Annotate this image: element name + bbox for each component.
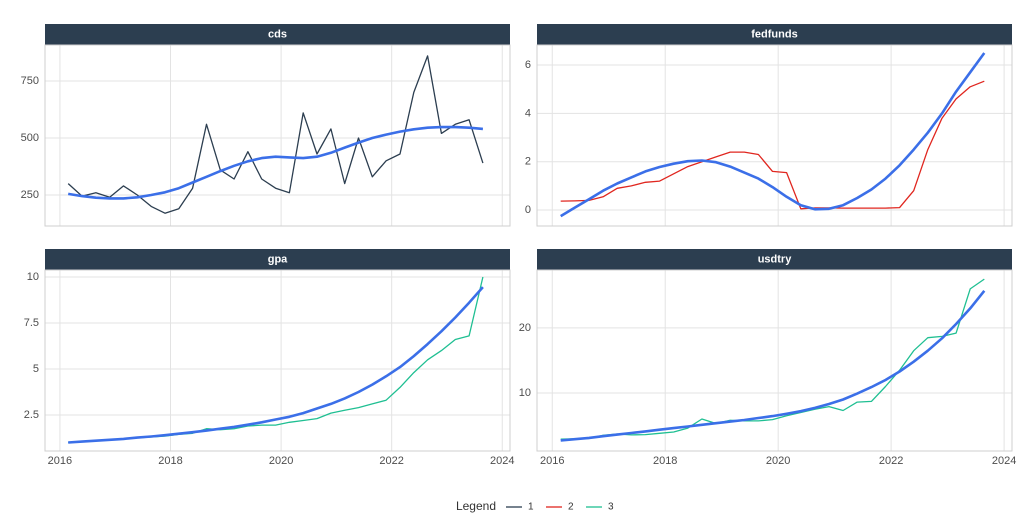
x-tick-label: 2018 (653, 455, 677, 467)
smooth-line (68, 286, 484, 444)
strip-title: gpa (268, 253, 288, 265)
x-tick-label: 2020 (766, 455, 790, 467)
smooth-line (67, 125, 484, 200)
legend-label: 1 (528, 502, 534, 513)
y-tick-label: 2 (525, 156, 531, 168)
x-tick-label: 2024 (992, 455, 1016, 467)
strip-title: cds (268, 28, 287, 40)
x-tick-label: 2018 (158, 455, 182, 467)
y-tick-label: 10 (519, 387, 531, 399)
y-tick-label: 250 (21, 189, 39, 201)
panel-border (536, 44, 1013, 227)
x-tick-label: 2022 (379, 455, 403, 467)
legend-label: 2 (568, 502, 574, 513)
panel-border (44, 44, 511, 227)
y-tick-label: 7.5 (24, 317, 39, 329)
series-line (68, 276, 484, 444)
y-tick-label: 4 (525, 107, 531, 119)
legend-label: 3 (608, 502, 614, 513)
y-tick-label: 10 (27, 271, 39, 283)
x-tick-label: 2016 (540, 455, 564, 467)
strip-title: usdtry (758, 253, 793, 265)
x-tick-label: 2016 (48, 455, 72, 467)
strip-title: fedfunds (751, 28, 797, 40)
x-tick-label: 2020 (269, 455, 293, 467)
y-tick-label: 750 (21, 75, 39, 87)
strip (45, 249, 510, 270)
strip (537, 249, 1012, 270)
y-tick-label: 500 (21, 132, 39, 144)
strip (45, 24, 510, 45)
strip (537, 24, 1012, 45)
y-tick-label: 5 (33, 363, 39, 375)
y-tick-label: 6 (525, 59, 531, 71)
y-tick-label: 2.5 (24, 409, 39, 421)
legend-title: Legend (456, 499, 496, 513)
x-tick-label: 2022 (879, 455, 903, 467)
panel-border (44, 269, 511, 452)
panel-border (536, 269, 1013, 452)
y-tick-label: 0 (525, 204, 531, 216)
series-line (560, 278, 985, 440)
series-line (67, 55, 484, 214)
series-line (560, 80, 985, 210)
y-tick-label: 20 (519, 322, 531, 334)
smooth-line (560, 52, 986, 218)
smooth-line (560, 289, 986, 442)
x-tick-label: 2024 (490, 455, 514, 467)
